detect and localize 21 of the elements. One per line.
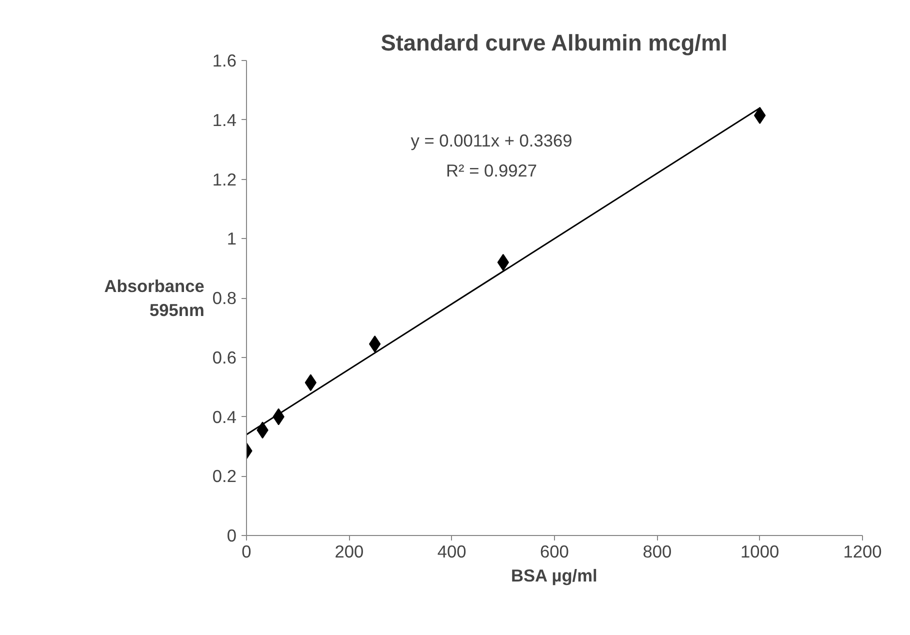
x-tick-label: 600: [540, 542, 569, 562]
y-tick-label: 0.2: [212, 466, 237, 486]
y-tick-label: 0: [226, 526, 237, 546]
x-tick-label: 200: [334, 542, 364, 562]
y-tick-label: 1: [226, 228, 237, 249]
y-tick-label: 0.4: [212, 406, 237, 427]
x-tick-label: 0: [242, 542, 252, 562]
y-axis-title: Absorbance 595nm: [104, 276, 205, 320]
x-tick-label: 400: [437, 542, 466, 562]
y-tick-label: 0.8: [212, 288, 237, 308]
y-tick-label: 1.2: [212, 169, 237, 190]
x-axis-title: BSA µg/ml: [511, 566, 598, 586]
y-tick-label: 1.4: [212, 110, 237, 130]
chart-title: Standard curve Albumin mcg/ml: [380, 30, 728, 56]
annotation: y = 0.0011x + 0.3369: [410, 130, 572, 150]
annotation: R² = 0.9927: [446, 160, 538, 180]
x-tick-label: 1000: [740, 542, 780, 562]
x-tick-label: 1200: [843, 542, 882, 562]
y-tick-label: 1.6: [212, 50, 237, 70]
x-tick-label: 800: [642, 542, 672, 562]
y-tick-label: 0.6: [212, 347, 237, 368]
